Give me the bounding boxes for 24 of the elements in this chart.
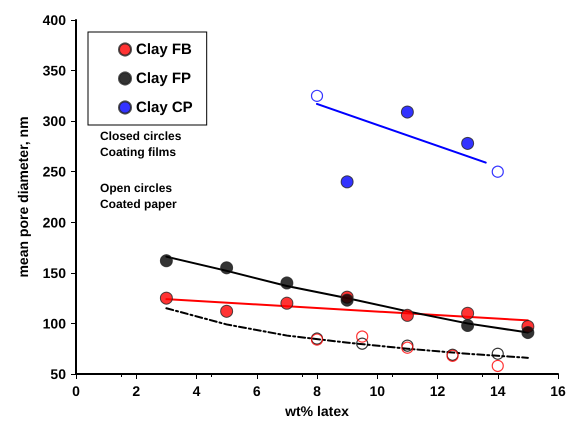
x-tick-label: 6: [252, 383, 261, 399]
legend-label: Clay FB: [136, 41, 192, 58]
y-tick-label: 250: [42, 164, 66, 180]
y-tick-label: 300: [42, 113, 66, 130]
annotation: Closed circles Coating films: [100, 129, 182, 159]
x-tick-label: 4: [192, 383, 201, 399]
y-tick-label: 400: [42, 12, 66, 28]
y-tick-label: 100: [42, 315, 66, 332]
y-axis-title: mean pore diameter, nm: [15, 116, 31, 278]
y-tick-label: 150: [42, 264, 66, 281]
y-tick-label: 350: [42, 62, 66, 79]
legend-label: Clay FP: [136, 70, 192, 87]
x-axis-title: wt% latex: [284, 403, 350, 419]
x-tick-label: 10: [369, 383, 386, 399]
x-tick-label: 12: [430, 383, 446, 399]
x-tick-label: 2: [132, 383, 140, 399]
x-tick-label: 14: [490, 383, 506, 399]
x-tick-label: 0: [72, 383, 80, 399]
legend-label: Clay CP: [136, 99, 193, 116]
y-tick-label: 200: [42, 214, 66, 230]
y-tick-label: 50: [50, 366, 66, 382]
x-tick-label: 16: [550, 383, 566, 399]
annotation: Open circles Coated paper: [100, 181, 178, 211]
x-tick-label: 8: [313, 383, 322, 399]
